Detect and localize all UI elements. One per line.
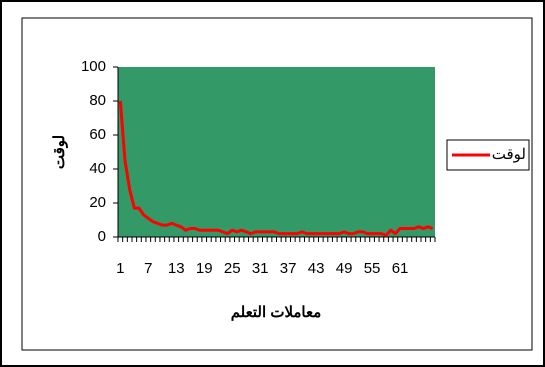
x-tick-label: 25 [224,260,241,277]
x-tick-label: 19 [196,260,213,277]
x-tick-label: 49 [336,260,353,277]
plot-area [118,67,435,237]
y-tick-label: 80 [89,92,106,109]
x-tick-label: 31 [252,260,269,277]
x-tick-label: 61 [392,260,409,277]
x-tick-label: 13 [168,260,185,277]
x-tick-label: 43 [308,260,325,277]
line-series [118,100,434,237]
y-axis-title: لوقت [51,135,68,169]
y-tick-label: 20 [89,194,106,211]
x-tick-label: 55 [364,260,381,277]
x-tick-label: 7 [144,260,152,277]
y-tick-label: 0 [98,228,106,245]
x-axis-title: معاملات التعلم [231,304,322,321]
y-tick-label: 100 [81,58,106,75]
legend-label: لوقت [492,146,526,163]
legend: لوقت [446,139,530,171]
x-tick-label: 37 [280,260,297,277]
y-tick-label: 40 [89,160,106,177]
x-tick-label: 1 [116,260,124,277]
y-tick-label: 60 [89,126,106,143]
